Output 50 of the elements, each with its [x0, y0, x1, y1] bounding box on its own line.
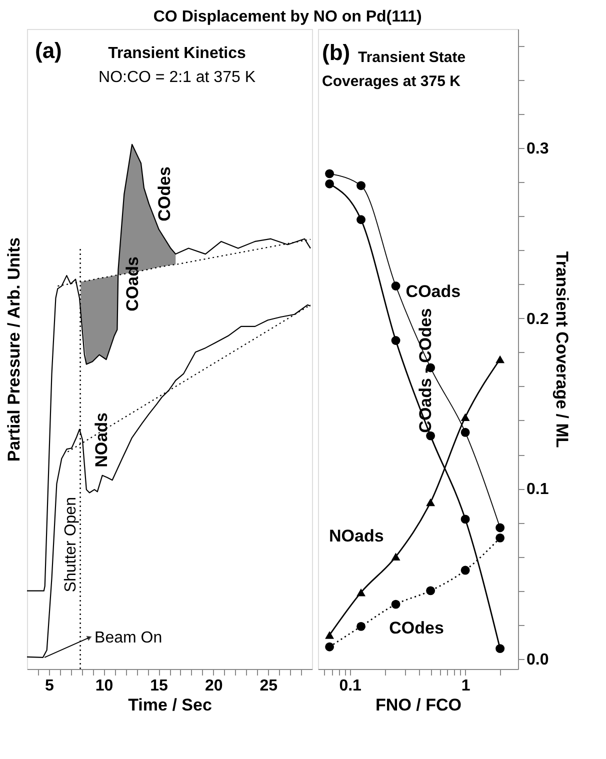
chart-title: CO Displacement by NO on Pd(111): [153, 8, 422, 26]
x-tick-label: 10: [95, 678, 114, 694]
y-tick-label: 0.1: [526, 481, 549, 498]
text: Transient Kinetics: [108, 45, 246, 62]
point: [460, 428, 470, 437]
annotation: COdes: [155, 166, 174, 222]
point: [496, 644, 505, 654]
text: (a): [35, 38, 62, 63]
x-tick-label: 20: [204, 678, 223, 694]
x-tick-label: 5: [44, 678, 54, 694]
point: [426, 586, 436, 596]
x-tick-label: 25: [260, 678, 278, 694]
point: [426, 431, 436, 440]
y-tick-label: 0.2: [526, 310, 549, 328]
annotation: NOads: [92, 412, 111, 468]
point: [356, 622, 366, 631]
point: [426, 363, 436, 372]
y-tick-label: 0.3: [526, 140, 549, 158]
point: [460, 514, 470, 524]
series-label: COads: [406, 282, 461, 302]
x-tick-label: 15: [150, 678, 168, 694]
point: [356, 588, 366, 596]
ref-line-label: Shutter Open: [62, 497, 80, 592]
point: [460, 413, 470, 421]
y-axis-title: Transient Coverage / ML: [552, 251, 572, 448]
series-label: COdes: [389, 618, 444, 638]
y-tick-label: 0.0: [526, 651, 549, 668]
x-tick-label: 0.1: [339, 678, 362, 694]
series-label: NOads: [328, 526, 384, 546]
y-axis-title: Partial Pressure / Arb. Units: [4, 237, 24, 462]
annotation: (b): [322, 40, 350, 65]
point: [460, 566, 470, 575]
x-axis-title: Time / Sec: [128, 696, 212, 714]
annotation: Coverages at 375 K: [322, 73, 461, 90]
annotation: Beam On: [94, 629, 162, 646]
point: [391, 600, 400, 609]
point: [356, 181, 366, 190]
x-axis-title: FNO / FCO: [376, 696, 462, 714]
point: [496, 355, 505, 364]
point: [356, 215, 366, 224]
point: [426, 498, 436, 506]
point: [391, 552, 400, 561]
point: [496, 523, 505, 532]
annotation: Transient State: [358, 49, 466, 66]
text: NO:CO = 2:1 at 375 K: [98, 69, 256, 86]
point: [496, 533, 505, 542]
point: [391, 336, 400, 345]
annotation: COads: [123, 256, 142, 312]
x-tick-label: 1: [461, 678, 470, 694]
point: [391, 282, 400, 290]
